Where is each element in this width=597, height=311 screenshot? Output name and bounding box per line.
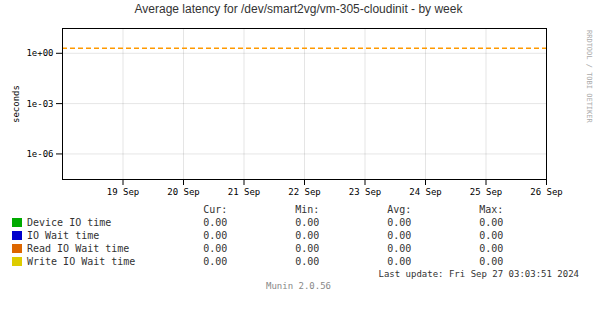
html-text:0.00: 0.00 <box>479 243 504 254</box>
html-text:IO Wait time: IO Wait time <box>27 230 100 241</box>
html-text:0.00: 0.00 <box>203 243 228 254</box>
html-text:0.00: 0.00 <box>387 243 412 254</box>
svg-text:19 Sep: 19 Sep <box>107 187 140 197</box>
html-text:0.00: 0.00 <box>203 217 228 228</box>
html-text:Avg:: Avg: <box>387 204 412 215</box>
svg-text:1e-06: 1e-06 <box>26 149 53 159</box>
html-text:0.00: 0.00 <box>295 230 320 241</box>
svg-text:21 Sep: 21 Sep <box>228 187 261 197</box>
html-text:0.00: 0.00 <box>387 230 412 241</box>
html-text:0.00: 0.00 <box>387 217 412 228</box>
html-text:Read IO Wait time: Read IO Wait time <box>27 243 130 254</box>
svg-text:22 Sep: 22 Sep <box>288 187 321 197</box>
html-text:0.00: 0.00 <box>203 256 228 267</box>
svg-text:23 Sep: 23 Sep <box>349 187 382 197</box>
html-text:Write IO Wait time: Write IO Wait time <box>27 256 136 267</box>
html-text:Min:: Min: <box>295 204 320 215</box>
html-text:Max:: Max: <box>479 204 504 215</box>
html-text:0.00: 0.00 <box>479 256 504 267</box>
html-text:0.00: 0.00 <box>295 243 320 254</box>
html-text:Device IO time: Device IO time <box>27 217 112 228</box>
svg-text:seconds: seconds <box>11 85 21 123</box>
svg-text:26 Sep: 26 Sep <box>530 187 563 197</box>
html-text:0.00: 0.00 <box>479 230 504 241</box>
html-text:Average latency for /dev/smart: Average latency for /dev/smart2vg/vm-305… <box>134 2 463 16</box>
html-text:Last update: Fri Sep 27 03:03:: Last update: Fri Sep 27 03:03:51 2024 <box>378 269 579 279</box>
svg-text:25 Sep: 25 Sep <box>470 187 503 197</box>
svg-text:20 Sep: 20 Sep <box>167 187 200 197</box>
svg-text:1e-03: 1e-03 <box>26 98 53 108</box>
html-text:0.00: 0.00 <box>295 256 320 267</box>
html-text:0.00: 0.00 <box>203 230 228 241</box>
html-text:0.00: 0.00 <box>479 217 504 228</box>
html-text:0.00: 0.00 <box>295 217 320 228</box>
svg-text:24 Sep: 24 Sep <box>409 187 442 197</box>
svg-text:1e+00: 1e+00 <box>26 48 53 58</box>
html-text:Munin 2.0.56: Munin 2.0.56 <box>266 281 331 291</box>
html-text:RRDTOOL / TOBI OETIKER: RRDTOOL / TOBI OETIKER <box>585 30 593 123</box>
html-text:Cur:: Cur: <box>203 204 228 215</box>
html-text:0.00: 0.00 <box>387 256 412 267</box>
